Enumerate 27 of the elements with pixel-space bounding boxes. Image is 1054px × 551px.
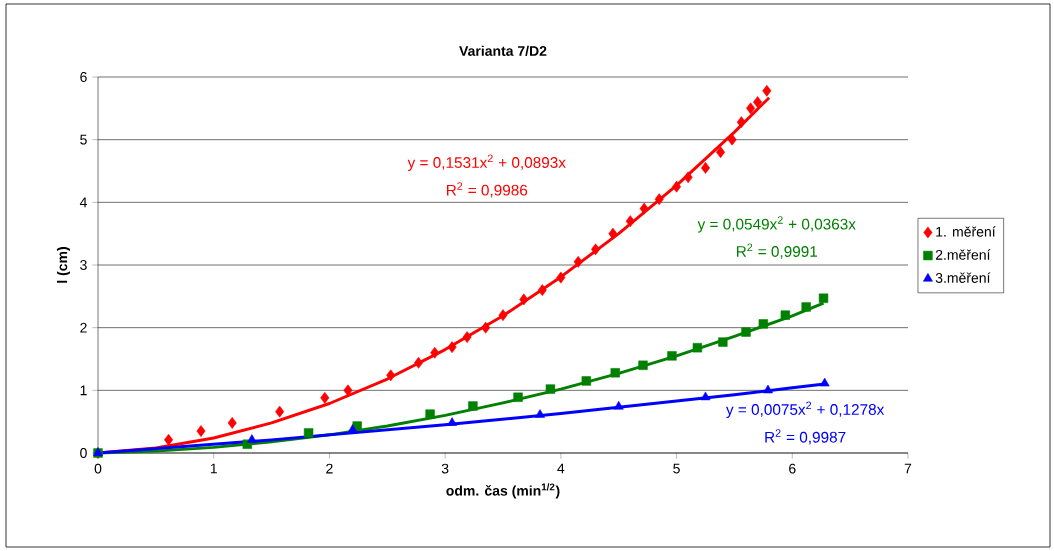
annotation: R$^{2}$ = 0,9986 [447,182,528,198]
y-tick-label: 5 [80,134,87,145]
y-tick-label: 4 [79,197,87,208]
x-tick-label: 5 [673,463,680,474]
x-tick-label: 4 [557,463,565,474]
x-tick-label: 2 [326,463,333,474]
y-tick-label: 2 [80,322,87,333]
x-axis-title: odm. čas (min$^{1/2}$) [446,483,560,499]
chart-title: Varianta 7/D2 [459,45,547,57]
annotation: y = 0,1531x$^{2}$ + 0,0893x [407,154,566,171]
annotation: y = 0,0075x$^{2}$ + 0,1278x [725,401,885,418]
y-tick-label: 0 [80,448,87,458]
y-axis-title: l (cm) [56,247,70,283]
x-tick-label: 6 [789,463,796,474]
legend-label: 2.měření [935,249,991,260]
x-tick-label: 1 [210,463,217,474]
x-tick-label: 0 [94,463,102,474]
annotation: y = 0,0549x$^{2}$ + 0,0363x [697,216,856,233]
x-tick-label: 3 [441,463,449,474]
annotation: R$^{2}$ = 0,9987 [765,429,846,445]
legend-label: 3.měření [935,272,991,283]
x-tick-label: 7 [904,463,912,474]
y-tick-label: 3 [80,260,87,270]
y-tick-label: 6 [80,72,87,82]
legend-label: 1. měření [936,226,996,237]
y-tick-label: 1 [80,385,87,396]
annotation: R$^{2}$ = 0,9991 [736,243,818,259]
